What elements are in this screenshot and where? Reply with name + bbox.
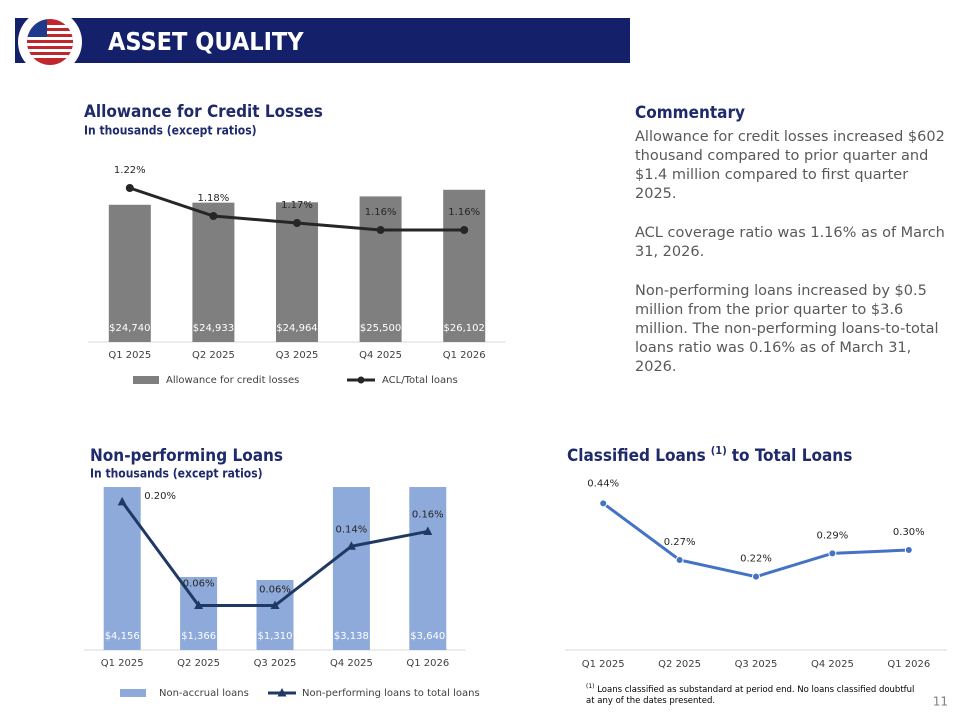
line-value-label: 0.14% — [336, 524, 368, 535]
commentary-text: Allowance for credit losses increased $6… — [635, 129, 945, 202]
legend-swatch — [120, 689, 146, 697]
x-tick-label: Q1 2025 — [108, 350, 151, 361]
page-number: 11 — [933, 695, 948, 709]
legend-label: Non-accrual loans — [159, 688, 249, 699]
line-value-label: 1.22% — [114, 165, 146, 176]
chart-title-text: Classified Loans — [567, 446, 706, 466]
x-tick-label: Q3 2025 — [735, 659, 778, 670]
chart-subtitle: In thousands (except ratios) — [90, 467, 263, 481]
line-value-label: 0.22% — [740, 554, 772, 565]
x-tick-label: Q4 2025 — [359, 350, 402, 361]
line-value-label: 1.16% — [448, 207, 480, 218]
line-value-label: 0.44% — [587, 478, 619, 489]
line-marker — [599, 499, 608, 508]
chart-title-text: Non-performing Loans — [90, 446, 283, 466]
line-marker — [423, 526, 433, 535]
legend-label: Allowance for credit losses — [166, 375, 299, 386]
logo — [27, 19, 73, 65]
commentary-title: Commentary — [635, 103, 745, 123]
chart-title: Allowance for Credit Losses — [84, 102, 323, 122]
line-marker — [209, 212, 218, 220]
x-tick-label: Q4 2025 — [330, 658, 373, 669]
line-marker — [270, 600, 280, 610]
line-value-label: 0.27% — [664, 537, 696, 548]
x-tick-label: Q4 2025 — [811, 659, 854, 670]
line-value-label: 0.06% — [259, 585, 291, 596]
bar-value-label: $1,310 — [258, 631, 293, 642]
chart-title-suffix: to Total Loans — [732, 446, 853, 466]
x-tick-label: Q1 2026 — [443, 350, 486, 361]
legend-label: Non-performing loans to total loans — [302, 688, 480, 699]
chart-title: Classified Loans (1) to Total Loans — [567, 444, 852, 466]
bar-value-label: $1,366 — [181, 631, 216, 642]
line-marker — [904, 546, 913, 554]
footnote: (1) Loans classified as substandard at p… — [586, 681, 916, 707]
x-tick-label: Q3 2025 — [276, 350, 319, 361]
line-value-label: 1.17% — [281, 200, 313, 211]
line-marker — [376, 226, 385, 234]
line-marker — [293, 219, 301, 227]
line-marker — [752, 572, 760, 581]
bar — [409, 487, 447, 650]
x-tick-label: Q2 2025 — [177, 658, 220, 669]
bar-value-label: $3,138 — [334, 631, 369, 642]
line-value-label: 1.16% — [365, 207, 397, 218]
legend-swatch — [133, 376, 159, 384]
commentary-text: Non-performing loans increased by $0.5 m… — [635, 283, 939, 375]
bar-value-label: $26,102 — [444, 323, 485, 334]
x-tick-label: Q2 2025 — [658, 659, 701, 670]
header-band — [15, 18, 630, 63]
line-value-label: 0.29% — [817, 530, 849, 541]
bar — [359, 196, 402, 342]
line-marker — [675, 556, 684, 564]
x-tick-label: Q1 2026 — [887, 659, 930, 670]
legend-marker — [357, 376, 365, 384]
chart-title-superscript: (1) — [711, 444, 727, 457]
bar-value-label: $25,500 — [360, 323, 401, 334]
bar — [256, 579, 294, 650]
bar-value-label: $24,933 — [193, 323, 234, 334]
footnote-text: Loans classified as substandard at perio… — [586, 684, 915, 706]
x-tick-label: Q1 2025 — [101, 658, 144, 669]
line-marker — [346, 541, 356, 550]
bar-value-label: $24,740 — [109, 323, 150, 334]
line-marker — [194, 600, 204, 610]
line-value-label: 1.18% — [198, 193, 230, 204]
chart-title-text: Allowance for Credit Losses — [84, 102, 323, 122]
line-marker — [125, 184, 134, 192]
chart-title: Non-performing Loans — [90, 446, 283, 466]
line-value-label: 0.20% — [144, 491, 176, 502]
commentary-text: ACL coverage ratio was 1.16% as of March… — [635, 225, 945, 260]
x-tick-label: Q1 2025 — [582, 659, 625, 670]
line-value-label: 0.16% — [412, 509, 444, 520]
line — [602, 502, 909, 579]
legend-marker — [277, 688, 287, 697]
bar-group — [108, 189, 486, 342]
bar — [103, 487, 141, 650]
footnote-marker: (1) — [586, 683, 595, 690]
bar — [108, 204, 151, 342]
bar — [192, 202, 235, 342]
bar — [332, 487, 370, 650]
bar-value-label: $4,156 — [105, 631, 140, 642]
header-title: ASSET QUALITY — [108, 27, 304, 56]
line-marker — [117, 496, 127, 506]
x-tick-label: Q3 2025 — [254, 658, 297, 669]
bar — [443, 189, 486, 342]
bar-group — [103, 487, 447, 650]
chart-subtitle: In thousands (except ratios) — [84, 124, 257, 138]
line-value-label: 0.06% — [183, 579, 215, 590]
x-tick-label: Q2 2025 — [192, 350, 235, 361]
legend-label: ACL/Total loans — [382, 375, 458, 386]
bar-value-label: $3,640 — [410, 631, 445, 642]
x-tick-label: Q1 2026 — [406, 658, 449, 669]
bar-value-label: $24,964 — [276, 323, 317, 334]
line-marker — [828, 549, 837, 558]
line-marker — [460, 226, 469, 234]
line-value-label: 0.30% — [893, 527, 925, 538]
